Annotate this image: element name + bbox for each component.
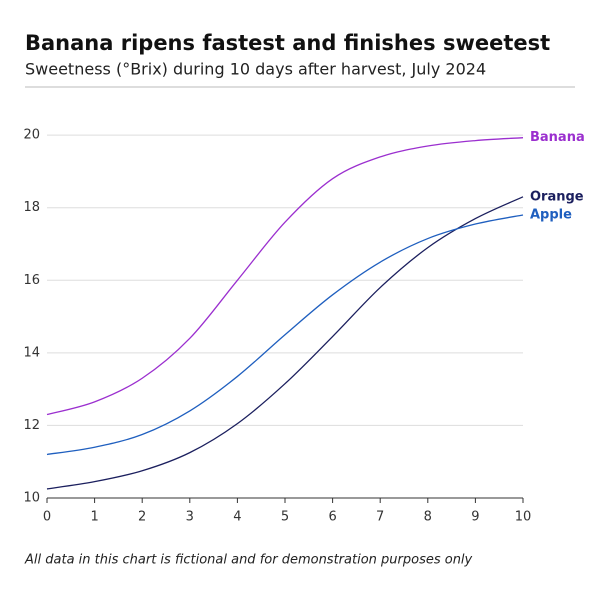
y-tick-label: 12 [23, 418, 40, 433]
line [46, 137, 524, 416]
x-tick-label: 4 [233, 510, 241, 525]
x-tick-label: 3 [186, 510, 194, 525]
x-tick-label: 9 [471, 510, 479, 525]
x-tick-label: 8 [424, 510, 432, 525]
x-tick-label: 5 [281, 510, 289, 525]
y-tick-label: 18 [23, 200, 40, 215]
legend-label: Orange [530, 189, 584, 204]
y-tick-label: 16 [23, 273, 40, 288]
legend-label: Apple [530, 207, 572, 222]
y-tick-label: 10 [23, 491, 40, 506]
x-tick-label: 10 [515, 510, 532, 525]
line [46, 196, 524, 490]
x-tick-label: 1 [90, 510, 98, 525]
x-tick-label: 2 [138, 510, 146, 525]
line [46, 214, 524, 456]
x-tick-label: 0 [43, 510, 51, 525]
chart-title: Banana ripens fastest and finishes sweet… [25, 31, 550, 55]
y-tick-label: 14 [23, 345, 40, 360]
x-tick-label: 7 [376, 510, 384, 525]
chart-subtitle: Sweetness (°Brix) during 10 days after h… [25, 60, 486, 79]
footnote: All data in this chart is fictional and … [24, 553, 473, 568]
x-tick-label: 6 [328, 510, 336, 525]
y-tick-label: 20 [23, 128, 40, 143]
legend-label: Banana [530, 130, 585, 145]
